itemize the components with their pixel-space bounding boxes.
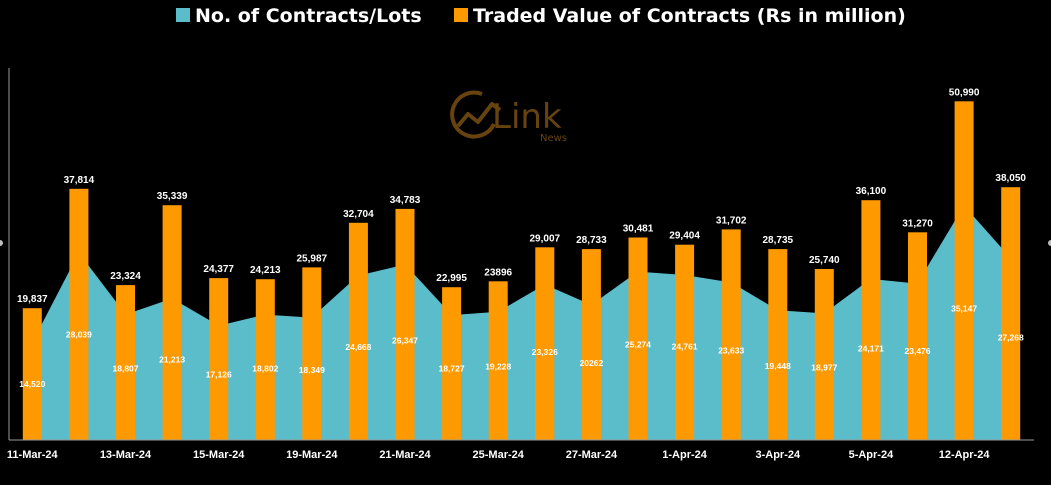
bar-value-label: 25,740 [809,255,840,266]
bar-value-label: 38,050 [995,173,1026,184]
bar-20-Mar-24 [348,222,368,440]
bar-value-label: 35,339 [157,191,188,202]
logo-wordmark: Link [492,97,562,137]
bar-value-label: 28,733 [576,235,607,246]
bar-series-traded-value [22,101,1021,441]
x-tick-label: 19-Mar-24 [286,449,338,461]
area-value-label: 18,349 [299,365,325,375]
legend-swatch-contracts [176,8,190,22]
bar-12-Mar-24 [69,188,89,440]
x-tick-label: 5-Apr-24 [849,449,895,461]
bar-value-label: 37,814 [64,175,95,186]
logo-subtext: News [540,133,567,144]
area-value-label: 23,476 [905,346,931,356]
x-tick-label: 21-Mar-24 [379,449,431,461]
bar-value-label: 34,783 [390,195,421,206]
bar-value-label: 24,377 [203,264,234,275]
bar-value-labels: 19,837 37,814 23,324 35,339 24,377 24,213 25,9… [17,87,1026,305]
bar-2-Apr-24 [721,229,741,440]
bar-value-label: 50,990 [949,87,980,98]
bar-value-label: 36,100 [856,186,887,197]
bar-13-Mar-24 [116,285,135,440]
chart-line-icon [450,90,502,139]
legend-swatch-traded-value [454,8,468,22]
x-tick-label: 25-Mar-24 [473,449,525,461]
watermark-logo: Link News [450,90,567,144]
legend-label-contracts: No. of Contracts/Lots [195,5,422,27]
bar-value-label: 28,735 [763,235,794,246]
x-tick-label: 13-Mar-24 [100,449,152,461]
bar-15-Apr-24 [1001,187,1021,440]
bar-18-Mar-24 [255,279,275,440]
x-tick-label: 11-Mar-24 [7,449,59,461]
area-value-label: 21,213 [159,355,185,365]
bar-value-label: 30,481 [623,224,654,235]
bar-value-label: 22,995 [436,273,467,284]
x-tick-label: 12-Apr-24 [939,449,991,461]
bar-3-Apr-24 [768,249,788,440]
area-value-label: 20262 [580,358,604,368]
area-value-label: 35,147 [951,304,977,314]
right-edge-marker [1048,240,1051,246]
legend: No. of Contracts/Lots Traded Value of Co… [176,5,906,27]
bar-27-Mar-24 [581,249,601,440]
bar-value-label: 25,987 [297,253,328,264]
area-value-label: 25,274 [625,340,651,350]
bar-14-Mar-24 [162,205,182,440]
bar-value-label: 24,213 [250,265,281,276]
area-value-label: 17,126 [206,369,232,379]
x-tick-label: 1-Apr-24 [662,449,708,461]
area-value-label: 23,633 [718,346,744,356]
area-value-label: 14,520 [19,379,45,389]
area-value-label: 28,039 [66,330,92,340]
bar-11-Mar-24 [22,308,42,440]
left-edge-marker [0,240,3,246]
bar-21-Mar-24 [395,208,415,440]
bar-19-Mar-24 [302,267,322,440]
bar-value-label: 31,270 [902,218,933,229]
x-tick-label: 3-Apr-24 [755,449,801,461]
bar-8-Apr-24 [908,232,927,440]
area-value-label: 19,448 [765,361,791,371]
bar-value-label: 31,702 [716,215,747,226]
bar-value-label: 32,704 [343,209,374,220]
area-value-label: 18,802 [252,363,278,373]
bar-4-Apr-24 [814,269,834,440]
x-tick-label: 27-Mar-24 [566,449,618,461]
x-tick-label: 15-Mar-24 [193,449,245,461]
bar-value-label: 19,837 [17,294,48,305]
area-value-label: 23,326 [532,347,558,357]
area-value-label: 24,668 [345,342,371,352]
bar-28-Mar-24 [628,237,648,440]
area-value-labels: 14,520 28,039 18,807 21,213 17,126 18,802 18,3… [19,304,1024,389]
bar-22-Mar-24 [442,287,462,440]
bar-26-Mar-24 [535,247,555,440]
area-value-label: 27,268 [998,332,1024,342]
bar-5-Apr-24 [861,200,881,440]
x-axis-tick-labels: 11-Mar-24 13-Mar-24 15-Mar-24 19-Mar-24 21-M… [7,449,990,461]
bar-12-Apr-24 [954,101,974,441]
area-value-label: 19,228 [485,362,511,372]
bar-value-label: 29,007 [530,233,561,244]
area-value-label: 26,347 [392,336,418,346]
area-value-label: 24,171 [858,344,884,354]
area-value-label: 18,727 [439,364,465,374]
legend-label-traded-value: Traded Value of Contracts (Rs in million… [473,5,906,27]
area-value-label: 24,761 [672,342,698,352]
bar-value-label: 29,404 [669,231,700,242]
bar-value-label: 23896 [484,267,512,278]
area-value-label: 18,977 [811,363,837,373]
area-value-label: 18,807 [113,363,139,373]
bar-1-Apr-24 [675,244,695,440]
bar-15-Mar-24 [209,278,229,440]
bar-value-label: 23,324 [110,271,141,282]
bar-25-Mar-24 [488,281,508,440]
